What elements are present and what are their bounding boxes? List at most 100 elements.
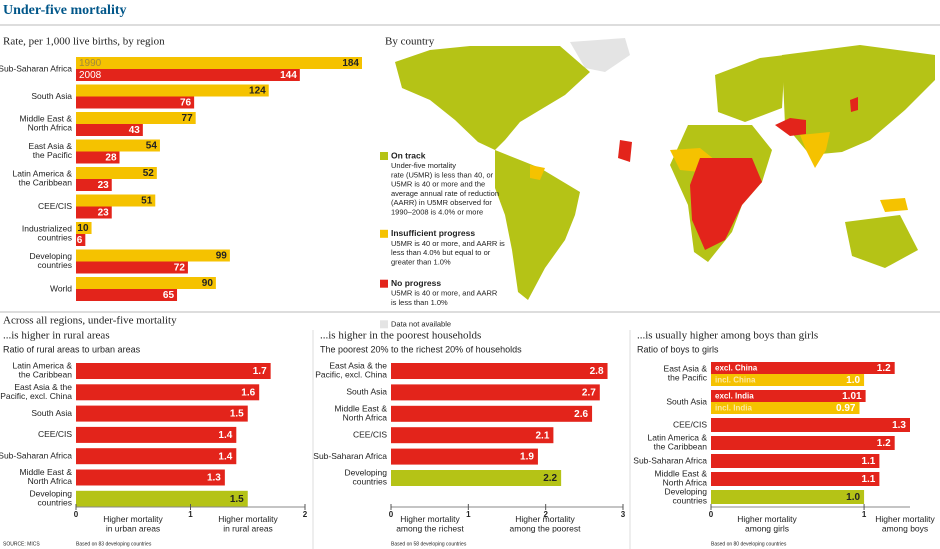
bar <box>391 448 538 465</box>
x-tick-label: 0 <box>389 510 394 519</box>
value-label: 1.1 <box>861 456 875 467</box>
value-label: 1.0 <box>846 492 860 503</box>
category-label: South Asia <box>31 91 72 101</box>
region <box>880 198 908 212</box>
value-label: 184 <box>342 58 359 69</box>
chart-title: ...is higher in the poorest households <box>320 330 481 342</box>
section-title: Across all regions, under-five mortality <box>3 315 177 327</box>
legend-label: No progress <box>391 278 441 288</box>
world-map <box>395 38 935 300</box>
bar <box>76 57 362 69</box>
legend-description: U5MR is 40 or more, and AARR is less than… <box>391 289 498 307</box>
x-tick-label: 0 <box>74 510 79 519</box>
value-label: 1.2 <box>877 438 891 449</box>
bar <box>711 418 910 432</box>
value-label: 2.8 <box>590 366 604 377</box>
australia <box>845 215 918 268</box>
category-label: East Asia & the Pacific, excl. China <box>315 361 387 380</box>
bar <box>76 151 120 164</box>
chart-title: ...is higher in rural areas <box>3 330 110 342</box>
category-label: Sub-Saharan Africa <box>0 450 72 460</box>
value-label: 1.5 <box>230 409 244 420</box>
value-label: 23 <box>98 208 110 219</box>
bar-label: excl. China <box>715 364 758 373</box>
bar <box>76 490 248 507</box>
bar <box>76 167 157 179</box>
chart-subtitle: Ratio of rural areas to urban areas <box>3 344 141 354</box>
bar <box>76 139 160 152</box>
bar <box>391 470 562 486</box>
axis-label: Higher mortality among the poorest <box>510 514 582 534</box>
value-label: 1.7 <box>253 366 267 377</box>
category-label: CEE/CIS <box>38 201 72 211</box>
axis-label: Higher mortality in rural areas <box>218 514 278 534</box>
legend-label: Insufficient progress <box>391 228 475 238</box>
legend-swatch <box>380 229 388 238</box>
category-label: Developing countries <box>664 487 707 506</box>
bar <box>391 384 600 401</box>
category-label: South Asia <box>31 408 72 418</box>
note: Based on 83 developing countries <box>76 541 152 547</box>
value-label: 1.3 <box>892 420 906 431</box>
category-label: Latin America & the Caribbean <box>647 433 707 452</box>
bar <box>711 454 880 468</box>
legend-label: Data not available <box>391 319 451 328</box>
value-label: 1.4 <box>218 430 232 441</box>
x-tick-label: 1 <box>466 510 471 519</box>
bar <box>76 405 248 422</box>
category-label: East Asia & the Pacific <box>664 364 708 383</box>
value-label: 2.1 <box>535 430 549 441</box>
asia <box>782 45 935 155</box>
category-label: Middle East & North Africa <box>20 467 73 486</box>
category-label: South Asia <box>346 387 387 397</box>
value-label: 72 <box>174 263 186 274</box>
value-label: 99 <box>216 251 228 262</box>
value-label: 28 <box>105 153 117 164</box>
bar <box>76 384 260 401</box>
bar <box>391 405 593 422</box>
value-label: 2.7 <box>582 388 596 399</box>
region <box>618 140 632 162</box>
category-label: CEE/CIS <box>38 429 72 439</box>
category-label: South Asia <box>666 396 707 406</box>
x-tick-label: 2 <box>303 510 308 519</box>
bar <box>76 69 300 81</box>
bar <box>76 261 188 274</box>
bar <box>76 249 230 262</box>
bar <box>76 84 269 97</box>
legend-swatch <box>380 320 388 329</box>
category-label: Latin America & the Caribbean <box>12 361 72 380</box>
category-label: CEE/CIS <box>673 419 707 429</box>
value-label: 77 <box>182 113 194 124</box>
chart-subtitle: Ratio of boys to girls <box>637 344 719 354</box>
chart-title: Rate, per 1,000 live births, by region <box>3 36 165 48</box>
value-label: 23 <box>98 180 110 191</box>
bar <box>76 469 225 486</box>
category-label: Middle East & North Africa <box>335 404 388 423</box>
category-label: Latin America & the Caribbean <box>12 169 72 188</box>
value-label: 51 <box>141 196 153 207</box>
bar <box>76 363 271 379</box>
value-label: 6 <box>77 235 83 246</box>
value-label: 65 <box>163 290 175 301</box>
bar <box>711 402 860 414</box>
europe <box>715 55 785 122</box>
region <box>850 97 858 112</box>
category-label: Industrialized countries <box>22 224 72 243</box>
value-label: 1.4 <box>218 451 232 462</box>
value-label: 1.5 <box>230 494 244 505</box>
value-label: 1.0 <box>846 375 860 386</box>
north-america <box>395 46 590 150</box>
source: SOURCE: MICS <box>3 541 40 547</box>
x-tick-label: 2 <box>543 510 548 519</box>
value-label: 2.6 <box>574 409 588 420</box>
value-label: 1.6 <box>241 387 255 398</box>
bar <box>76 206 112 219</box>
legend-label: On track <box>391 150 426 160</box>
axis-label: Higher mortality among boys <box>875 514 935 534</box>
value-label: 144 <box>280 70 297 81</box>
bar <box>76 426 237 443</box>
bar <box>711 436 895 450</box>
category-label: Sub-Saharan Africa <box>0 63 72 73</box>
